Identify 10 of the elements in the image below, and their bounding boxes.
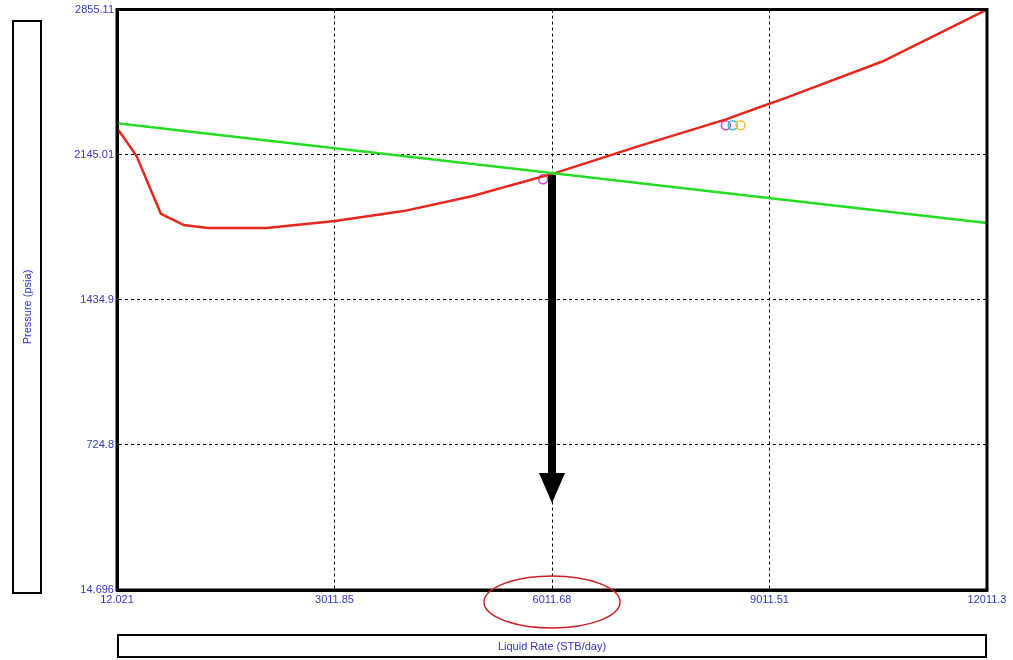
- x-tick-label: 6011.68: [532, 592, 572, 605]
- y-tick-label: 2145.01: [74, 147, 114, 160]
- x-tick-label: 12011.3: [967, 592, 1007, 605]
- y-tick-label: 2855.11: [75, 2, 114, 15]
- x-axis-title: Liquid Rate (STB/day): [117, 634, 987, 658]
- x-tick-label: 9011.51: [750, 592, 789, 605]
- x-tick-label: 3011.85: [315, 592, 354, 605]
- y-tick-label: 1434.9: [80, 292, 114, 305]
- y-axis-title: Pressure (psia): [21, 269, 34, 345]
- y-tick-label: 724.8: [86, 437, 114, 450]
